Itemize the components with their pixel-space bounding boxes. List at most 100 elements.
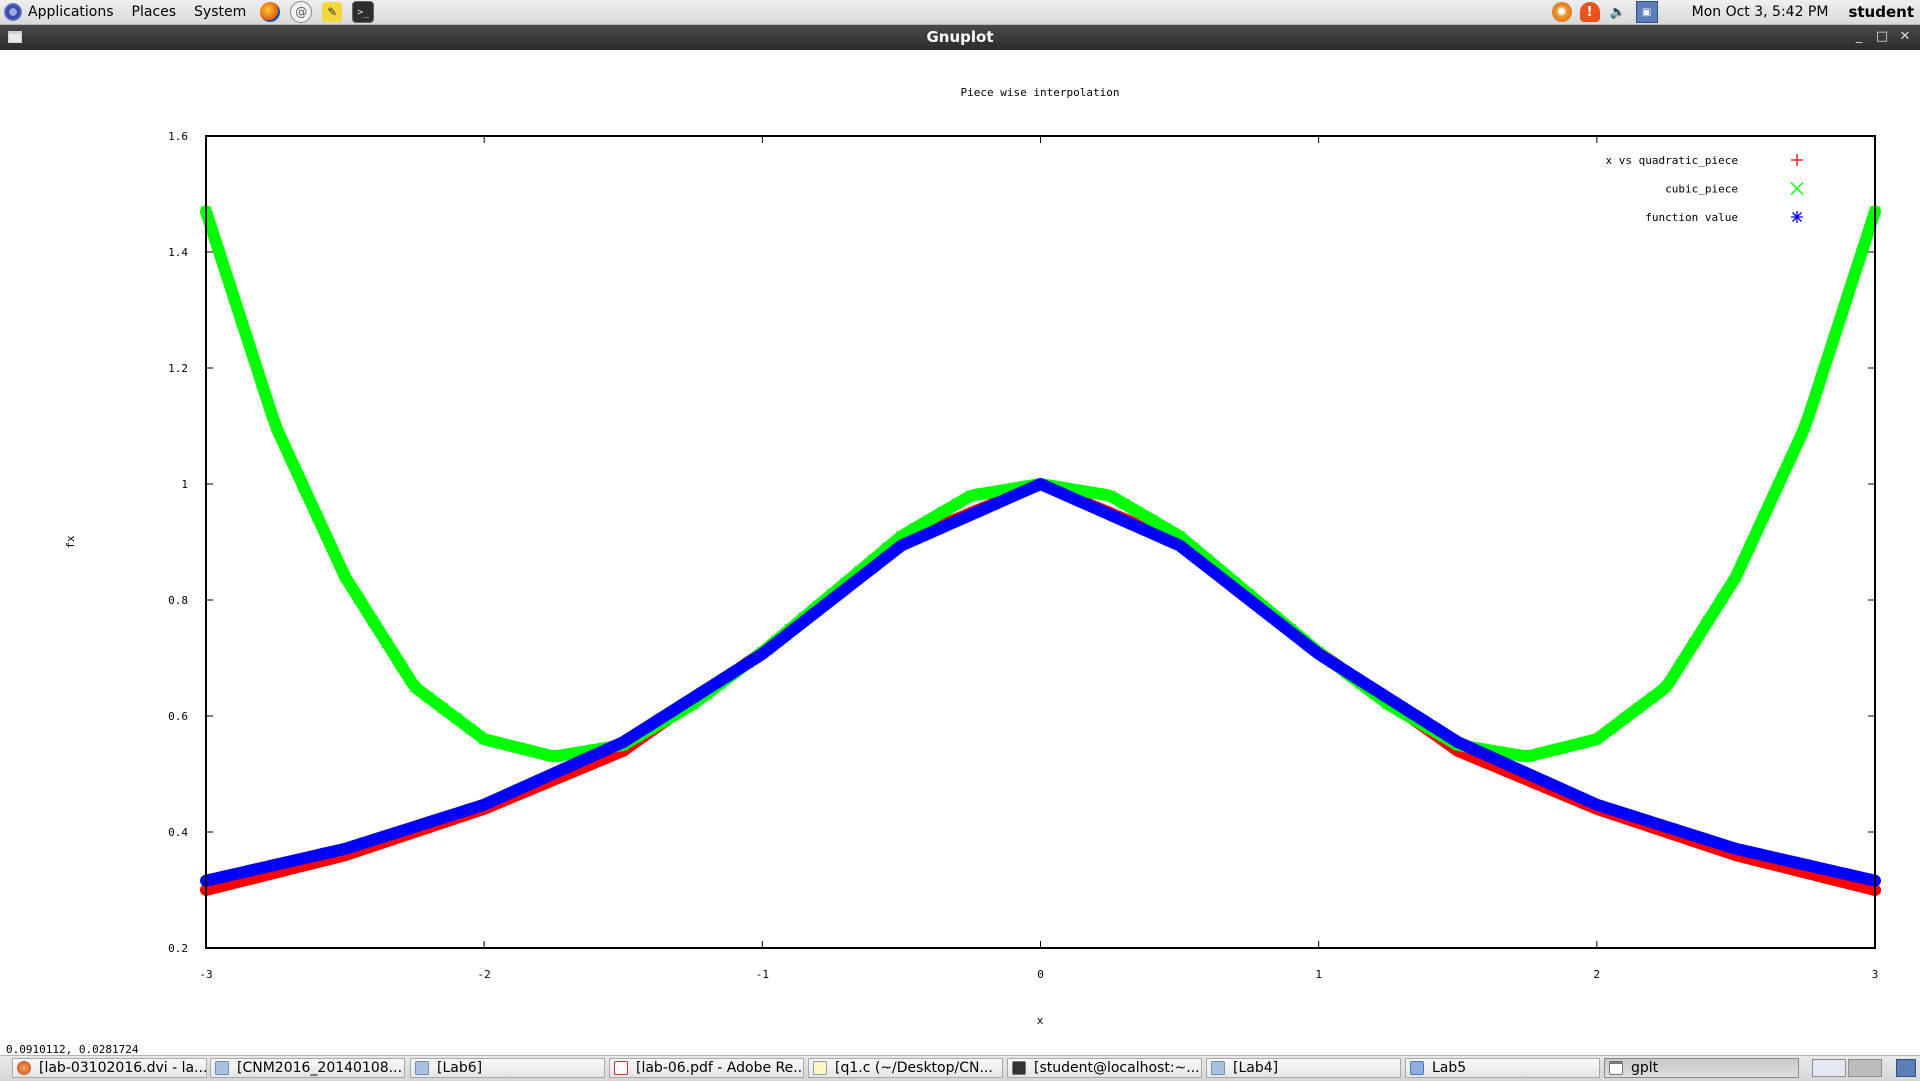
taskbar-button[interactable]: [lab-03102016.dvi - la... <box>12 1058 207 1078</box>
data-point <box>1423 718 1436 731</box>
data-point <box>1340 665 1353 678</box>
taskbar-button[interactable]: gplt <box>1604 1058 1799 1078</box>
data-point <box>617 736 630 749</box>
data-point <box>1034 478 1047 490</box>
data-point <box>1118 498 1130 510</box>
x-tick-label: -1 <box>756 968 769 981</box>
volume-icon[interactable]: 🔈 <box>1609 4 1626 20</box>
taskbar-button[interactable]: [lab-06.pdf - Adobe Re... <box>609 1058 804 1078</box>
taskbar-button[interactable]: [Lab6] <box>410 1058 605 1078</box>
places-menu[interactable]: Places <box>131 4 177 20</box>
data-point <box>1284 626 1297 639</box>
data-point <box>881 550 894 563</box>
data-point <box>1619 712 1631 724</box>
data-point <box>1479 748 1492 761</box>
data-point <box>1605 723 1617 735</box>
window-icon <box>1609 1061 1623 1075</box>
data-point <box>311 849 324 862</box>
mail-icon[interactable]: @ <box>290 1 313 23</box>
show-desktop-icon[interactable] <box>1896 1059 1916 1077</box>
clock[interactable]: Mon Oct 3, 5:42 PM <box>1691 4 1829 20</box>
data-point <box>1590 798 1603 811</box>
data-point <box>1576 792 1589 805</box>
data-point <box>979 487 991 499</box>
data-point <box>1132 506 1144 518</box>
system-menu[interactable]: System <box>194 4 247 20</box>
data-point <box>909 533 922 546</box>
taskbar-button[interactable]: [Lab4] <box>1206 1058 1401 1078</box>
workspace-2[interactable] <box>1848 1059 1882 1077</box>
data-point <box>1354 674 1367 687</box>
maximize-icon[interactable]: □ <box>1875 29 1889 44</box>
user-menu[interactable]: student <box>1848 3 1914 21</box>
network-icon[interactable]: ▣ <box>1635 1 1658 23</box>
gnuplot-chart[interactable]: Piece wise interpolation -3 -2 -1 0 1 2 3 0.2 0.… <box>0 50 1920 1040</box>
data-point <box>256 377 268 389</box>
data-point <box>1090 487 1102 499</box>
data-point <box>923 514 935 526</box>
taskbar-button[interactable]: [student@localhost:~... <box>1007 1058 1202 1078</box>
data-point <box>937 521 950 534</box>
data-point <box>1786 450 1797 462</box>
data-point <box>728 665 741 678</box>
data-point <box>381 637 393 649</box>
taskbar-button-label: gplt <box>1631 1060 1659 1076</box>
data-point <box>380 829 393 842</box>
data-point <box>561 761 574 774</box>
data-point <box>297 480 309 492</box>
updates-icon[interactable]: ✹ <box>1551 2 1572 22</box>
data-point <box>1771 852 1784 865</box>
taskbar-button[interactable]: [CNM2016_20140108... <box>210 1058 405 1078</box>
data-point <box>1521 767 1534 780</box>
close-icon[interactable]: ✕ <box>1899 29 1911 44</box>
minimize-icon[interactable]: _ <box>1855 29 1863 44</box>
applications-menu[interactable]: Applications <box>0 0 123 24</box>
data-point <box>1632 811 1645 824</box>
data-point <box>1674 659 1686 671</box>
data-point <box>1507 761 1520 774</box>
data-point <box>506 740 518 752</box>
data-point <box>1772 480 1784 492</box>
data-point <box>1104 508 1117 521</box>
taskbar-button[interactable]: [q1.c (~/Desktop/CN... <box>808 1058 1003 1078</box>
data-point <box>825 593 838 606</box>
term-icon <box>1012 1061 1026 1075</box>
data-point <box>1382 692 1395 705</box>
y-tick-label: 0.4 <box>168 826 188 839</box>
data-point <box>1076 496 1089 509</box>
data-point <box>965 490 977 502</box>
data-point <box>923 527 936 540</box>
data-point <box>589 748 602 761</box>
taskbar-button-label: [CNM2016_20140108... <box>237 1060 403 1076</box>
taskbar-button-label: Lab5 <box>1432 1060 1467 1076</box>
data-point <box>1758 511 1770 522</box>
applications-menu-label: Applications <box>28 4 114 20</box>
data-point <box>1549 744 1561 756</box>
alert-icon[interactable]: ! <box>1579 2 1600 22</box>
data-point <box>1800 420 1811 432</box>
axis-ticks: -3 -2 -1 0 1 2 3 0.2 0.4 0.6 0.8 1 1.2 1.4 1.6 <box>168 130 1878 981</box>
data-point <box>839 582 852 595</box>
data-point <box>964 508 977 521</box>
data-point <box>492 792 505 805</box>
data-point <box>1215 572 1228 585</box>
edit-icon <box>813 1061 827 1075</box>
series-x-vs-quadratic_piece <box>200 478 1881 896</box>
series-function-value <box>200 478 1881 887</box>
legend-marker <box>1791 211 1803 223</box>
notes-icon[interactable]: ✎ <box>322 2 343 22</box>
data-point <box>756 647 769 660</box>
window-titlebar[interactable]: Gnuplot _ □ ✕ <box>0 25 1920 50</box>
taskbar-button[interactable]: Lab5 <box>1405 1058 1600 1078</box>
workspace-1[interactable] <box>1812 1059 1846 1077</box>
data-point <box>714 674 727 687</box>
x-tick-label: -3 <box>199 968 212 981</box>
x-tick-label: 0 <box>1037 968 1044 981</box>
pdf-icon <box>614 1061 628 1075</box>
data-point <box>700 683 713 696</box>
data-point <box>1187 550 1200 563</box>
data-point <box>325 846 338 859</box>
firefox-icon[interactable] <box>260 2 281 22</box>
terminal-icon[interactable]: >_ <box>352 1 375 23</box>
window-menu-icon[interactable] <box>8 31 22 43</box>
